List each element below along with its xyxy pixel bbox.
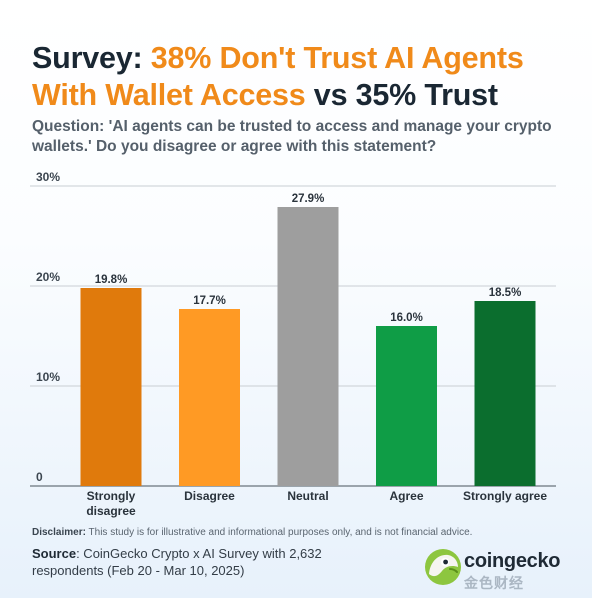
chart-bars: 19.8% 17.7% 27.9% 16.0% 18.5% [80,193,536,486]
bar-agree [376,326,437,486]
source-note: Source: CoinGecko Crypto x AI Survey wit… [32,545,392,579]
watermark-text: 金色财经 [464,575,524,591]
brand-name: coingecko [464,550,561,572]
title-highlight: 38% Don't Trust AI Agents With Wallet Ac… [32,41,524,112]
gecko-logo-icon [425,549,461,585]
source-label: Source [32,546,77,561]
data-label: 16.0% [390,312,423,324]
y-tick-label: 10% [36,370,60,384]
disclaimer: Disclaimer: This study is for illustrati… [32,527,572,538]
x-tick-label: Strongly [87,489,136,503]
x-tick-label: Disagree [184,489,235,503]
bar-chart: 19.8% 17.7% 27.9% 16.0% 18.5% 0 10% 20% 30% Str… [30,170,556,518]
x-tick-label: Agree [389,489,423,503]
bar-disagree [179,309,240,486]
disclaimer-text: This study is for illustrative and infor… [85,527,473,538]
bar-strongly-agree [474,301,536,486]
data-label: 19.8% [95,274,128,286]
title-part-3: vs 35% Trust [305,78,498,112]
data-label: 17.7% [193,295,226,307]
survey-question: Question: 'AI agents can be trusted to a… [32,118,552,155]
y-tick-label: 20% [36,270,60,284]
title-part-1: Survey: [32,41,151,75]
x-tick-label: Strongly agree [463,489,547,503]
y-axis-labels: 0 10% 20% 30% [36,170,60,484]
source-text: : CoinGecko Crypto x AI Survey with 2,63… [32,546,322,578]
bar-neutral [277,207,339,486]
disclaimer-label: Disclaimer: [32,527,86,538]
chart-title: Survey: 38% Don't Trust AI Agents With W… [32,40,577,114]
data-label: 18.5% [489,287,522,299]
y-tick-label: 30% [36,170,60,184]
x-tick-label: disagree [86,504,136,518]
y-tick-label: 0 [36,470,43,484]
bar-strongly-disagree [80,288,142,486]
data-label: 27.9% [292,193,325,205]
x-tick-label: Neutral [287,489,328,503]
coingecko-brand: coingecko 金色财经 [424,548,584,592]
